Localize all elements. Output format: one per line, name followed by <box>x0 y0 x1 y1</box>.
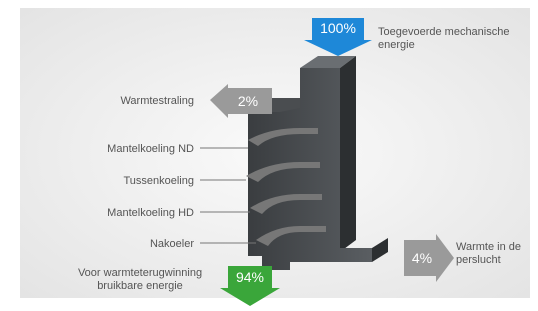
loss-label: Tussenkoeling <box>123 175 194 187</box>
recoverable-value: 94% <box>236 269 264 285</box>
diagram: 100% Toegevoerde mechanischeenergie 2% W… <box>0 0 538 306</box>
loss-label: Nakoeler <box>150 238 194 250</box>
radiation-label: Warmtestraling <box>120 95 194 107</box>
radiation-value: 2% <box>238 93 258 109</box>
input-value: 100% <box>320 20 356 36</box>
loss-label: Mantelkoeling ND <box>107 143 194 155</box>
air-value: 4% <box>412 250 432 266</box>
loss-label: Mantelkoeling HD <box>107 207 194 219</box>
